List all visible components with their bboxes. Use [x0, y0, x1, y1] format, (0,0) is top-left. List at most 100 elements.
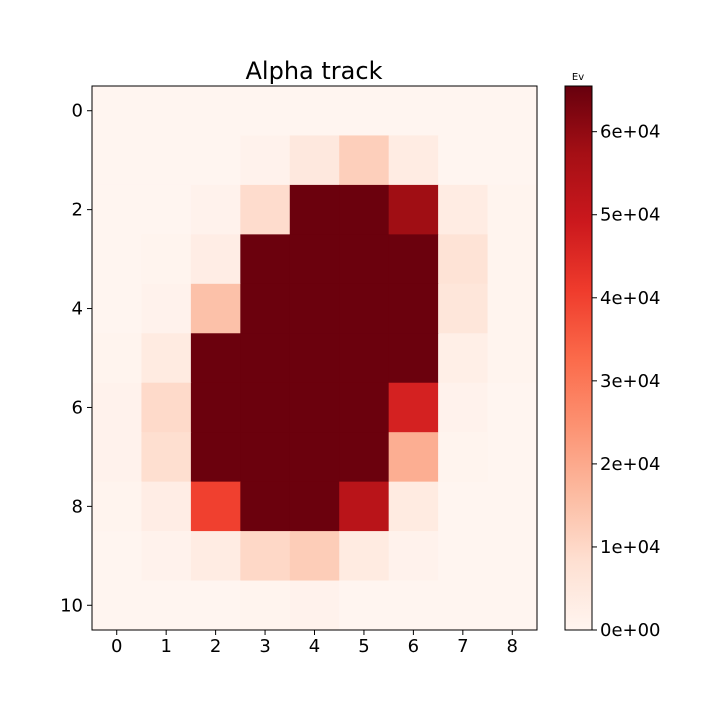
heatmap-cell-r9-c6	[388, 531, 439, 582]
heatmap-cell-r0-c3	[240, 86, 291, 137]
heatmap-cell-r5-c8	[487, 333, 538, 384]
heatmap-cell-r3-c7	[438, 234, 489, 285]
heatmap-cell-r0-c4	[289, 86, 340, 137]
heatmap-cell-r2-c8	[487, 184, 538, 235]
heatmap-cell-r1-c1	[141, 135, 192, 186]
heatmap-cell-r10-c0	[92, 580, 143, 631]
heatmap-cell-r6-c2	[190, 382, 241, 433]
heatmap-cell-r9-c4	[289, 531, 340, 582]
colorbar-tick-label: 4e+04	[600, 288, 661, 309]
heatmap-cells	[92, 86, 538, 631]
heatmap-cell-r1-c8	[487, 135, 538, 186]
heatmap-cell-r4-c5	[339, 283, 390, 334]
heatmap-cell-r3-c6	[388, 234, 439, 285]
x-axis: 0 1 2 3 4 5 6 7 8	[111, 630, 518, 657]
heatmap-cell-r7-c2	[190, 432, 241, 483]
x-tick-label: 6	[408, 636, 419, 657]
heatmap-cell-r3-c4	[289, 234, 340, 285]
heatmap-cell-r6-c4	[289, 382, 340, 433]
heatmap-cell-r9-c3	[240, 531, 291, 582]
heatmap-cell-r10-c7	[438, 580, 489, 631]
x-tick-label: 5	[358, 636, 369, 657]
heatmap-cell-r6-c5	[339, 382, 390, 433]
heatmap-cell-r1-c2	[190, 135, 241, 186]
heatmap-cell-r3-c0	[92, 234, 143, 285]
heatmap-cell-r10-c3	[240, 580, 291, 631]
heatmap-cell-r1-c0	[92, 135, 143, 186]
heatmap-cell-r10-c8	[487, 580, 538, 631]
heatmap-cell-r4-c8	[487, 283, 538, 334]
heatmap-cell-r9-c1	[141, 531, 192, 582]
heatmap-cell-r5-c4	[289, 333, 340, 384]
heatmap-cell-r6-c6	[388, 382, 439, 433]
heatmap-cell-r1-c6	[388, 135, 439, 186]
x-tick-label: 3	[259, 636, 270, 657]
heatmap-cell-r4-c7	[438, 283, 489, 334]
heatmap-cell-r4-c2	[190, 283, 241, 334]
heatmap-cell-r2-c1	[141, 184, 192, 235]
heatmap-cell-r5-c2	[190, 333, 241, 384]
heatmap-cell-r0-c5	[339, 86, 390, 137]
heatmap-cell-r7-c3	[240, 432, 291, 483]
colorbar	[564, 85, 593, 631]
heatmap-cell-r2-c0	[92, 184, 143, 235]
heatmap-cell-r3-c2	[190, 234, 241, 285]
y-tick-label: 4	[72, 299, 83, 320]
heatmap-cell-r6-c8	[487, 382, 538, 433]
heatmap-cell-r0-c8	[487, 86, 538, 137]
heatmap-cell-r6-c7	[438, 382, 489, 433]
heatmap-cell-r7-c4	[289, 432, 340, 483]
colorbar-tick-label: 2e+04	[600, 454, 661, 475]
heatmap-cell-r2-c2	[190, 184, 241, 235]
heatmap-cell-r4-c6	[388, 283, 439, 334]
heatmap-cell-r8-c2	[190, 481, 241, 532]
colorbar-ticks: 0e+00 1e+04 2e+04 3e+04 4e+04 5e+04 6e+04	[592, 122, 661, 641]
heatmap-cell-r1-c4	[289, 135, 340, 186]
heatmap-cell-r4-c1	[141, 283, 192, 334]
heatmap-cell-r3-c3	[240, 234, 291, 285]
heatmap-cell-r2-c5	[339, 184, 390, 235]
heatmap-cell-r1-c5	[339, 135, 390, 186]
y-tick-label: 0	[72, 101, 83, 122]
heatmap-cell-r8-c1	[141, 481, 192, 532]
heatmap-cell-r5-c1	[141, 333, 192, 384]
heatmap-cell-r8-c6	[388, 481, 439, 532]
heatmap-cell-r9-c2	[190, 531, 241, 582]
heatmap-cell-r6-c3	[240, 382, 291, 433]
heatmap-cell-r8-c4	[289, 481, 340, 532]
colorbar-tick-label: 0e+00	[600, 620, 661, 641]
x-tick-label: 7	[457, 636, 468, 657]
heatmap-cell-r7-c1	[141, 432, 192, 483]
y-tick-label: 8	[72, 496, 83, 517]
heatmap-cell-r8-c3	[240, 481, 291, 532]
colorbar-tick-label: 3e+04	[600, 371, 661, 392]
heatmap-cell-r8-c0	[92, 481, 143, 532]
heatmap-cell-r1-c3	[240, 135, 291, 186]
heatmap-cell-r4-c4	[289, 283, 340, 334]
heatmap-cell-r5-c3	[240, 333, 291, 384]
y-tick-label: 2	[72, 200, 83, 221]
chart-title: Alpha track	[246, 57, 383, 85]
heatmap-cell-r7-c5	[339, 432, 390, 483]
heatmap-cell-r6-c1	[141, 382, 192, 433]
x-tick-label: 0	[111, 636, 122, 657]
heatmap-cell-r2-c6	[388, 184, 439, 235]
heatmap-cell-r8-c5	[339, 481, 390, 532]
heatmap-cell-r4-c3	[240, 283, 291, 334]
heatmap-cell-r7-c8	[487, 432, 538, 483]
heatmap-cell-r3-c1	[141, 234, 192, 285]
heatmap-cell-r3-c8	[487, 234, 538, 285]
x-tick-label: 1	[160, 636, 171, 657]
heatmap-cell-r2-c7	[438, 184, 489, 235]
heatmap-cell-r0-c7	[438, 86, 489, 137]
heatmap-cell-r0-c6	[388, 86, 439, 137]
heatmap-cell-r10-c6	[388, 580, 439, 631]
heatmap-cell-r8-c7	[438, 481, 489, 532]
x-tick-label: 2	[210, 636, 221, 657]
heatmap-cell-r10-c4	[289, 580, 340, 631]
heatmap-cell-r9-c7	[438, 531, 489, 582]
colorbar-tick-label: 6e+04	[600, 122, 661, 143]
heatmap-cell-r0-c1	[141, 86, 192, 137]
y-tick-label: 6	[72, 397, 83, 418]
